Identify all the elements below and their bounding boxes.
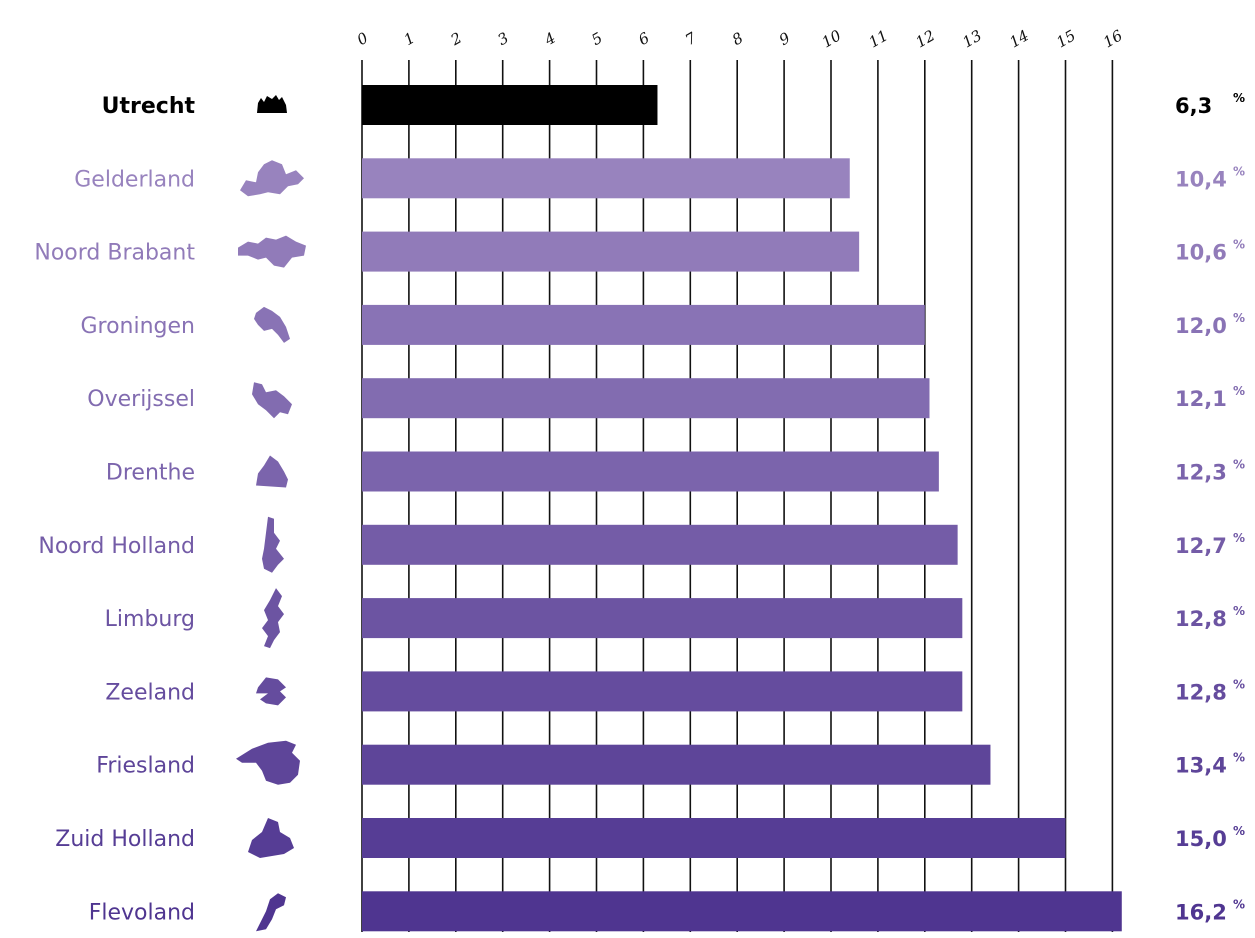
- category-label: Friesland: [96, 754, 195, 779]
- value-unit-label: %: [1233, 824, 1245, 838]
- friesland-province-icon: [236, 740, 300, 785]
- bar: [362, 158, 850, 199]
- value-unit-label: %: [1233, 164, 1245, 178]
- x-tick-label: 8: [729, 29, 746, 49]
- value-unit-label: %: [1233, 238, 1245, 252]
- category-label: Flevoland: [89, 900, 195, 925]
- zeeland-province-icon: [256, 677, 286, 706]
- category-label: Gelderland: [74, 167, 195, 192]
- value-label: 12,3: [1175, 461, 1227, 485]
- bar: [362, 231, 860, 272]
- value-unit-label: %: [1233, 458, 1245, 472]
- x-tick-label: 2: [447, 29, 465, 50]
- x-tick-label: 10: [819, 26, 845, 51]
- flevoland-province-icon: [256, 893, 286, 932]
- gelderland-province-icon: [240, 160, 304, 197]
- bar: [362, 744, 991, 785]
- value-label: 10,6: [1175, 241, 1227, 265]
- groningen-province-icon: [254, 306, 290, 343]
- limburg-province-icon: [262, 588, 284, 649]
- x-tick-label: 0: [354, 28, 372, 49]
- value-unit-label: %: [1233, 751, 1245, 765]
- x-tick-label: 9: [776, 28, 794, 49]
- x-tick-label: 14: [1006, 26, 1032, 51]
- bar: [362, 304, 925, 345]
- value-unit-label: %: [1233, 604, 1245, 618]
- value-label: 12,1: [1175, 387, 1227, 411]
- bar: [362, 671, 963, 712]
- bar: [362, 598, 963, 639]
- bar: [362, 818, 1066, 858]
- x-tick-label: 16: [1100, 26, 1126, 51]
- x-tick-label: 15: [1053, 26, 1079, 51]
- value-unit-label: %: [1233, 311, 1245, 325]
- value-unit-label: %: [1233, 91, 1245, 105]
- value-unit-label: %: [1233, 531, 1245, 545]
- x-tick-label: 7: [682, 28, 700, 49]
- x-tick-label: 13: [959, 26, 985, 51]
- bar: [362, 378, 930, 419]
- utrecht-province-icon: [257, 95, 287, 113]
- category-label: Drenthe: [106, 461, 195, 486]
- overijssel-province-icon: [252, 382, 292, 419]
- value-label: 12,8: [1175, 607, 1227, 631]
- value-label: 10,4: [1175, 167, 1227, 191]
- noord-brabant-province-icon: [238, 235, 306, 268]
- value-unit-label: %: [1233, 677, 1245, 691]
- value-label: 16,2: [1175, 900, 1227, 924]
- bar: [362, 891, 1122, 932]
- category-label: Limburg: [105, 607, 195, 632]
- noord-holland-province-icon: [262, 516, 284, 573]
- category-label: Utrecht: [102, 94, 196, 119]
- value-label: 6,3: [1175, 94, 1212, 118]
- zuid-holland-province-icon: [248, 818, 294, 858]
- x-tick-label: 3: [495, 29, 512, 49]
- x-tick-label: 12: [913, 26, 939, 51]
- category-label: Groningen: [80, 314, 195, 339]
- category-label: Zuid Holland: [55, 827, 195, 852]
- x-tick-label: 1: [401, 29, 418, 49]
- value-label: 12,8: [1175, 680, 1227, 704]
- x-tick-label: 5: [588, 29, 605, 49]
- category-label: Noord Holland: [38, 534, 195, 559]
- bar: [362, 451, 939, 492]
- value-label: 15,0: [1175, 827, 1227, 851]
- drenthe-province-icon: [256, 455, 288, 488]
- x-tick-label: 6: [635, 28, 653, 49]
- category-label: Zeeland: [105, 680, 195, 705]
- category-label: Noord Brabant: [34, 241, 195, 266]
- value-unit-label: %: [1233, 897, 1245, 911]
- category-label: Overijssel: [87, 387, 195, 412]
- value-label: 13,4: [1175, 754, 1227, 778]
- value-unit-label: %: [1233, 384, 1245, 398]
- x-tick-label: 4: [541, 29, 559, 50]
- bar: [362, 85, 658, 125]
- bar: [362, 524, 958, 565]
- x-tick-label: 11: [866, 26, 892, 51]
- value-label: 12,0: [1175, 314, 1227, 338]
- value-label: 12,7: [1175, 534, 1227, 558]
